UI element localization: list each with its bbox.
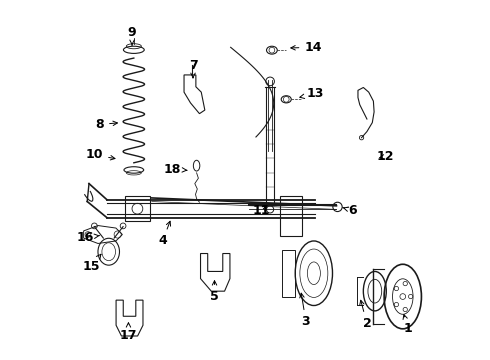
Text: 18: 18 bbox=[164, 163, 187, 176]
Text: 1: 1 bbox=[403, 315, 413, 335]
Text: 14: 14 bbox=[291, 41, 322, 54]
Text: 17: 17 bbox=[120, 323, 137, 342]
Text: 6: 6 bbox=[343, 204, 357, 217]
Text: 7: 7 bbox=[189, 59, 197, 78]
Text: 15: 15 bbox=[83, 254, 101, 273]
Text: 8: 8 bbox=[96, 118, 118, 131]
Text: 13: 13 bbox=[300, 87, 323, 100]
Text: 4: 4 bbox=[158, 221, 171, 247]
Text: 9: 9 bbox=[128, 27, 136, 45]
Text: 11: 11 bbox=[252, 204, 270, 217]
Text: 3: 3 bbox=[300, 293, 310, 328]
Text: 2: 2 bbox=[360, 300, 371, 330]
Text: 12: 12 bbox=[376, 150, 393, 163]
Text: 10: 10 bbox=[86, 148, 115, 161]
Text: 16: 16 bbox=[77, 231, 99, 244]
Text: 5: 5 bbox=[210, 281, 219, 303]
